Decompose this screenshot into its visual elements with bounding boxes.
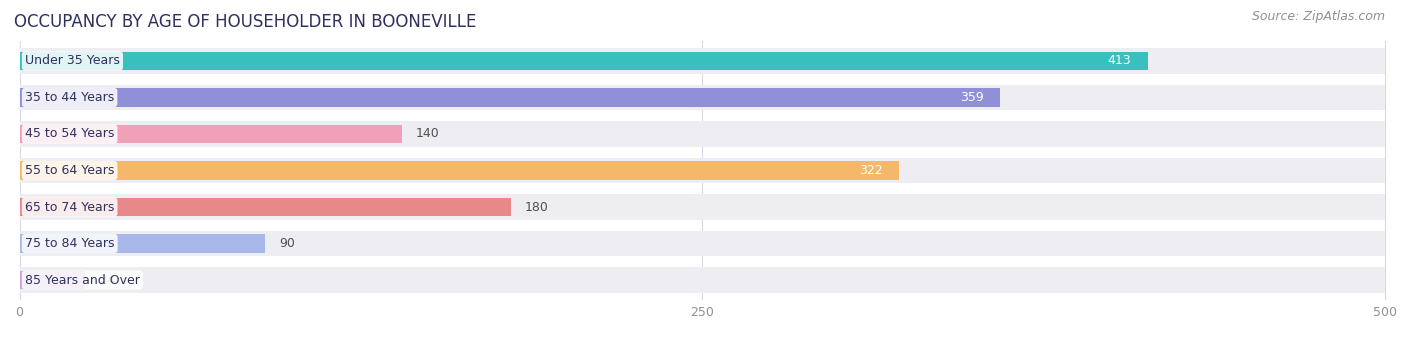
Text: 55 to 64 Years: 55 to 64 Years (25, 164, 114, 177)
Text: 65 to 74 Years: 65 to 74 Years (25, 201, 114, 213)
Text: 140: 140 (416, 128, 439, 140)
Bar (20, 124, 402, 144)
Bar (20, 231, 1385, 256)
Text: 45 to 54 Years: 45 to 54 Years (25, 128, 114, 140)
Bar (20, 161, 898, 180)
Text: 90: 90 (278, 237, 295, 250)
Bar (20, 121, 1385, 147)
Text: OCCUPANCY BY AGE OF HOUSEHOLDER IN BOONEVILLE: OCCUPANCY BY AGE OF HOUSEHOLDER IN BOONE… (14, 13, 477, 31)
Bar (20, 88, 1000, 107)
Bar (20, 158, 1385, 183)
Text: 24: 24 (98, 273, 114, 286)
Bar (20, 270, 86, 290)
Bar (20, 85, 1385, 110)
Text: Under 35 Years: Under 35 Years (25, 55, 120, 68)
Bar (20, 51, 1147, 71)
Text: 359: 359 (960, 91, 984, 104)
Text: 180: 180 (524, 201, 548, 213)
Text: 75 to 84 Years: 75 to 84 Years (25, 237, 114, 250)
Text: 35 to 44 Years: 35 to 44 Years (25, 91, 114, 104)
Text: 413: 413 (1108, 55, 1132, 68)
Bar (20, 194, 1385, 220)
Text: Source: ZipAtlas.com: Source: ZipAtlas.com (1251, 10, 1385, 23)
Text: 85 Years and Over: 85 Years and Over (25, 273, 139, 286)
Bar (20, 197, 512, 217)
Text: 322: 322 (859, 164, 883, 177)
Bar (20, 234, 266, 253)
Bar (20, 48, 1385, 74)
Bar (20, 267, 1385, 293)
